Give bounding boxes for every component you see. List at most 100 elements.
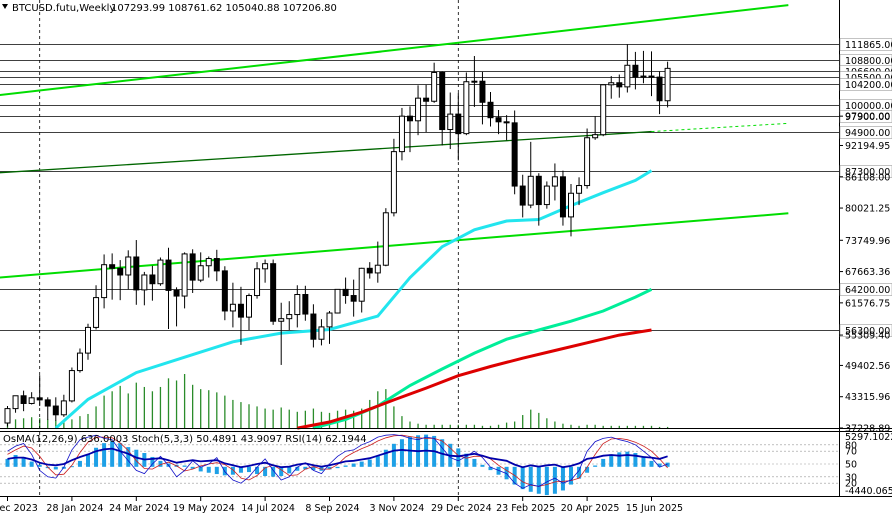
candle (229, 282, 236, 328)
candle-body (487, 101, 494, 119)
osma-bar (327, 466, 332, 470)
candle (382, 208, 389, 267)
candle (44, 397, 51, 420)
symbol-header: BTCUSD.futu,Weekly 107293.99 108761.62 1… (2, 3, 337, 14)
time-tick-label: 29 Dec 2024 (431, 503, 492, 514)
candle (559, 170, 566, 226)
candle-body (52, 405, 59, 416)
osma-bar (585, 466, 590, 473)
candle-body (12, 395, 19, 410)
candle-body (423, 97, 430, 102)
candle (519, 174, 526, 218)
candle-body (229, 303, 236, 312)
candle (246, 293, 252, 330)
upper-channel-line (0, 4, 789, 96)
candle-body (664, 67, 671, 102)
oscillator-title: OsMA(12,26,9) 636.0003 Stoch(5,3,3) 50.4… (3, 434, 367, 445)
candle (511, 110, 518, 195)
candle (286, 301, 293, 330)
time-tick-label: 19 May 2024 (173, 503, 235, 514)
price-tick-label: 37228.89 (845, 424, 890, 435)
candle-body (471, 80, 478, 83)
candle (390, 138, 397, 217)
collapse-triangle-icon[interactable] (2, 4, 8, 9)
osma-bar (641, 456, 646, 467)
candle-body (254, 268, 261, 297)
candle-body (600, 84, 607, 136)
osma-bar (609, 454, 614, 467)
candle-body (85, 326, 91, 354)
candle-body (246, 295, 252, 318)
candle (455, 93, 462, 161)
candle-body (616, 82, 623, 88)
candle (173, 287, 180, 327)
candle (656, 71, 663, 115)
osma-bar (625, 451, 630, 467)
price-tick-label: 92194.95 (845, 141, 890, 152)
time-tick-label: 24 Mar 2024 (109, 503, 169, 514)
price-tick-label: 97900.00 (845, 112, 890, 123)
candle (52, 397, 59, 421)
osma-bar (21, 456, 26, 467)
osma-bar (102, 443, 107, 467)
candle-body (302, 294, 309, 315)
candle-body (656, 76, 663, 102)
candle (503, 115, 510, 141)
osma-bar (375, 455, 380, 467)
candle-body (262, 263, 269, 270)
candle (374, 241, 381, 283)
candle-body (310, 313, 317, 340)
candle (237, 286, 244, 345)
candle (608, 76, 615, 99)
osma-bar (383, 449, 388, 467)
candle-body (109, 264, 116, 269)
candle (471, 56, 478, 107)
candle (334, 288, 341, 314)
candle-body (543, 185, 550, 206)
candle-body (342, 288, 349, 297)
time-tick-label: 20 Apr 2025 (561, 503, 620, 514)
candle (181, 252, 188, 309)
osma-bar (110, 441, 115, 467)
candle-body (4, 408, 11, 424)
candle-body (415, 97, 422, 122)
candle-body (197, 265, 204, 281)
candle (28, 392, 35, 405)
candle (189, 249, 196, 293)
candle (407, 106, 413, 153)
price-level-box (839, 165, 892, 178)
price-axis-labels: 111865.00108800.00106600.00105500.001042… (839, 38, 892, 435)
moving-average-red (297, 328, 652, 430)
osma-bar (255, 466, 260, 475)
candle-body (455, 113, 462, 135)
axes (0, 0, 892, 497)
price-level-label: 111865.00 (845, 40, 892, 51)
candle (439, 71, 446, 146)
osma-bar (263, 466, 268, 477)
candle (366, 262, 373, 279)
candle-body (181, 253, 188, 297)
osma-bar (86, 454, 90, 467)
candle (149, 265, 156, 301)
horizontal-levels (0, 44, 839, 331)
osma-bar (37, 464, 42, 467)
osma-bar (77, 460, 82, 467)
candle (624, 44, 631, 93)
time-tick-label: 3 Dec 2023 (0, 503, 38, 514)
price-level-box (839, 126, 892, 139)
candle (109, 253, 116, 300)
price-level-label: 104200.00 (845, 80, 892, 91)
candle (358, 267, 365, 313)
price-level-box (839, 78, 892, 91)
candle-body (632, 64, 639, 78)
candle (415, 85, 422, 136)
osma-bar (488, 466, 493, 471)
candle (76, 348, 83, 373)
candle (551, 163, 558, 201)
osma-bar (408, 436, 412, 467)
candle-body (527, 175, 534, 206)
osma-bar (359, 461, 364, 467)
candle (294, 285, 301, 328)
time-tick-label: 8 Sep 2024 (305, 503, 359, 514)
osma-bar (480, 464, 485, 467)
